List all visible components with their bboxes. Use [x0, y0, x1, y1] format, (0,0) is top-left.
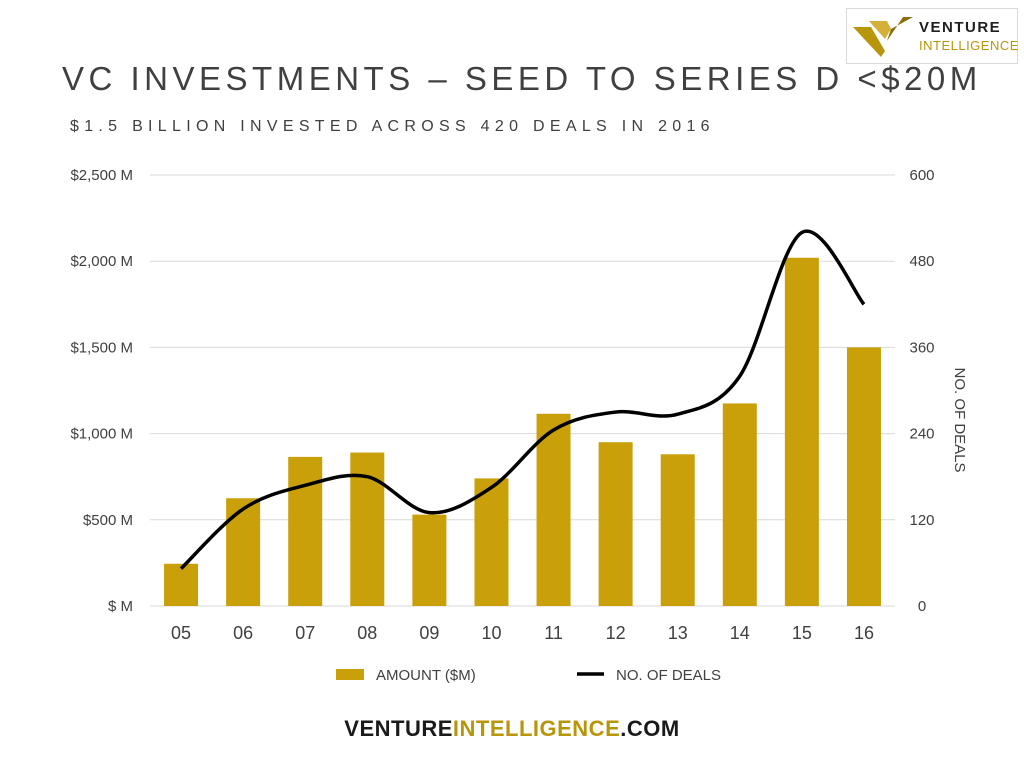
legend-amount-swatch: [336, 669, 364, 680]
legend-amount-label: AMOUNT ($M): [376, 667, 476, 684]
x-axis-tick-label: 09: [419, 623, 439, 643]
right-axis-tick-label: 120: [909, 512, 934, 529]
bar-14: [722, 403, 757, 606]
left-axis-tick-label: $1,000 M: [70, 426, 133, 443]
left-axis-tick-label: $2,000 M: [70, 253, 133, 270]
page-subtitle: $1.5 BILLION INVESTED ACROSS 420 DEALS I…: [70, 118, 715, 135]
x-axis-tick-label: 11: [544, 623, 563, 643]
right-axis-tick-label: 240: [909, 426, 934, 443]
bar-13: [660, 454, 695, 606]
x-axis-tick-label: 07: [295, 623, 315, 643]
venture-intelligence-logo: VENTURE INTELLIGENCE: [846, 8, 1018, 64]
right-axis-tick-label: 360: [909, 339, 934, 356]
x-axis-tick-label: 08: [357, 623, 377, 643]
x-axis-tick-label: 12: [606, 623, 626, 643]
right-axis-tick-label: 600: [909, 167, 934, 184]
bar-16: [846, 347, 881, 606]
chart: $ M $500 M $1,000 M $1,500 M $2,000 M $2,500 …: [70, 167, 968, 684]
x-axis-tick-label: 15: [792, 623, 812, 643]
x-axis-tick-label: 13: [668, 623, 688, 643]
footer-intelligence: INTELLIGENCE: [452, 716, 621, 741]
bar-05: [164, 563, 199, 606]
right-axis-label: NO. OF DEALS: [951, 367, 968, 472]
venture-intelligence-v-logo-icon: [853, 17, 913, 57]
x-axis-tick-label: 14: [730, 623, 750, 643]
bar-15: [784, 257, 819, 606]
footer-venture: VENTURE: [344, 716, 453, 741]
left-axis-tick-label: $ M: [108, 598, 133, 615]
logo-word-intelligence: INTELLIGENCE: [919, 38, 1019, 53]
x-axis-tick-label: 06: [233, 623, 253, 643]
footer-dotcom: .COM: [620, 716, 680, 741]
deals-line: [179, 229, 866, 570]
legend-deals-label: NO. OF DEALS: [616, 667, 721, 684]
right-axis-tick-label: 0: [918, 598, 926, 615]
bar-06: [226, 498, 261, 606]
x-axis-tick-label: 05: [171, 623, 191, 643]
bar-07: [288, 456, 323, 606]
right-axis-tick-label: 480: [909, 253, 934, 270]
logo-word-venture: VENTURE: [919, 19, 1002, 36]
x-axis-tick-label: 10: [481, 623, 501, 643]
left-axis-tick-label: $2,500 M: [70, 167, 133, 184]
bar-09: [412, 514, 447, 606]
page-title: VC INVESTMENTS – SEED TO SERIES D <$20M: [62, 60, 982, 97]
x-axis-tick-label: 16: [854, 623, 874, 643]
bar-10: [474, 478, 509, 606]
left-axis-tick-label: $1,500 M: [70, 339, 133, 356]
bar-12: [598, 442, 633, 606]
bar-11: [536, 413, 571, 606]
footer-brand: VENTUREINTELLIGENCE.COM: [0, 716, 1024, 742]
left-axis-tick-label: $500 M: [83, 512, 133, 529]
